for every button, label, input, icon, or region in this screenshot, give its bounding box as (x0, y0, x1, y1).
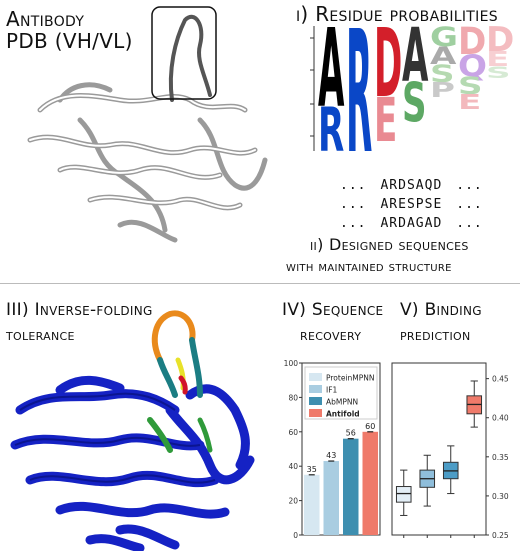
logo-letter: G (430, 26, 458, 53)
green-segment (147, 417, 173, 453)
y-tick-label: 60 (288, 428, 298, 437)
plot-frame (391, 362, 487, 536)
antibody-title: Antibody (6, 7, 85, 31)
logo-letter: A (402, 26, 429, 99)
logo-letter: S (458, 72, 483, 100)
y-tick-label: 0.30 (492, 492, 509, 501)
logo-letter: D (374, 26, 402, 119)
y-tick-label: 0.40 (492, 414, 509, 423)
logo-letter: S (402, 71, 427, 134)
ribbon-highlight (29, 94, 256, 209)
y-tick-label: 100 (284, 359, 299, 368)
section-divider (0, 283, 520, 284)
ellipsis-left: ... (340, 178, 367, 193)
binding-heading: V) Binding (400, 300, 482, 320)
legend-label: AbMPNN (326, 398, 358, 407)
logo-letter: S (486, 63, 511, 82)
legend: ProteinMPNN IF1 AbMPNN Antifold (304, 366, 378, 420)
ellipsis-right: ... (456, 216, 483, 231)
y-tick-label: 80 (288, 393, 298, 402)
recovery-subheading: recovery (300, 325, 362, 344)
ellipsis-left: ... (340, 197, 367, 212)
ribbon-shading (14, 392, 216, 484)
orange-loop (151, 310, 196, 363)
teal-loop-2 (189, 337, 203, 398)
sequence-row: ... ARDAGAD ... (340, 216, 483, 235)
y-tick-label: 0.35 (492, 453, 509, 462)
bar (343, 438, 359, 535)
logo-letter: A (430, 42, 456, 70)
red-segment (178, 375, 188, 395)
sequence-2: ARESPSE (380, 197, 443, 212)
recovery-bar-chart: 0 20 40 60 80 100 35 43 56 60 ProteinMPNN IF1 AbMPNN… (284, 359, 381, 540)
ellipsis-right: ... (456, 178, 483, 193)
y-tick-label: 0 (293, 531, 298, 540)
logo-letter: E (458, 90, 481, 114)
bar (323, 461, 339, 535)
bar-value-label: 60 (365, 422, 375, 431)
logo-letter: P (430, 78, 455, 102)
y-tick-label: 0.45 (492, 375, 509, 384)
tolerance-structure (10, 310, 255, 551)
logo-letter: R (346, 26, 372, 156)
sequence-row: ... ARDSAQD ... (340, 178, 483, 197)
logo-letter: Q (458, 48, 487, 83)
logo-letter: D (458, 26, 486, 63)
green-segment-2 (197, 417, 213, 453)
logo-letter: D (486, 26, 514, 59)
logo-letter: A (318, 26, 344, 132)
legend-swatch (309, 409, 322, 417)
logo-ticks (310, 37, 314, 137)
legend-swatch (309, 385, 322, 393)
legend-swatch (309, 373, 322, 381)
legend-label: ProteinMPNN (326, 374, 375, 383)
recovery-heading: IV) Sequence (282, 300, 384, 320)
pdb-subtitle: PDB (VH/VL) (6, 29, 133, 53)
y-tick-label: 0.25 (492, 531, 509, 540)
ellipsis-right: ... (456, 197, 483, 212)
sequence-1: ARDSAQD (380, 178, 443, 193)
bar-value-label: 43 (326, 451, 336, 460)
designed-sequences: ... ARDSAQD ... ... ARESPSE ... ... ARDA… (340, 178, 483, 235)
legend-label: IF1 (326, 386, 338, 395)
ellipsis-left: ... (340, 216, 367, 231)
teal-loop (157, 357, 178, 398)
antibody-structure-grey (27, 6, 268, 243)
logo-letter: R (318, 94, 344, 156)
bar-value-label: 35 (307, 465, 317, 474)
sequence-3: ARDAGAD (380, 216, 443, 231)
legend-swatch (309, 397, 322, 405)
bar-value-label: 56 (346, 429, 356, 438)
grey-ribbon (27, 82, 268, 243)
binding-subheading: prediction (400, 325, 471, 344)
tolerance-heading: III) Inverse-folding (6, 300, 153, 320)
cdr-loop (168, 14, 212, 102)
y-tick-label: 20 (288, 497, 298, 506)
sequence-row: ... ARESPSE ... (340, 197, 483, 216)
residue-probabilities-heading: i) Residue probabilities (296, 2, 498, 26)
logo-letter: E (374, 84, 397, 156)
designed-sequences-heading: ii) Designed sequences (310, 235, 469, 254)
logo-letter: S (430, 60, 455, 88)
blue-ribbon (10, 375, 255, 551)
tolerance-subheading: tolerance (6, 325, 75, 344)
plot-frame (301, 362, 381, 536)
box (395, 486, 412, 503)
bar (304, 474, 320, 535)
legend-label: Antifold (326, 410, 360, 419)
logo-letter: E (486, 47, 509, 71)
binding-box-chart: 0.25 0.30 0.35 0.40 0.45 (391, 362, 509, 540)
bar (362, 431, 378, 535)
cdr-loop-box (151, 6, 217, 100)
y-tick-label: 40 (288, 462, 298, 471)
maintained-structure-subheading: with maintained structure (286, 259, 452, 275)
